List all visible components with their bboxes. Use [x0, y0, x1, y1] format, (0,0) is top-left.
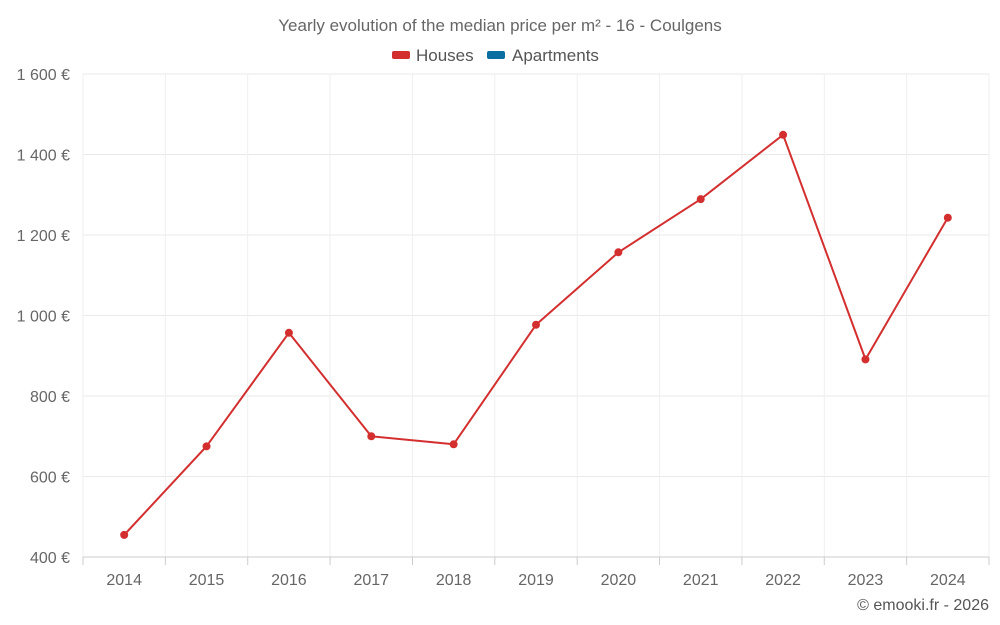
x-tick-label: 2017 — [353, 572, 389, 589]
y-axis: 400 € 600 € 800 € 1 000 € 1 200 € 1 400 € 1 60… — [17, 67, 70, 567]
x-gridlines — [82, 74, 990, 557]
x-tick-label: 2021 — [683, 572, 719, 589]
y-tick-label: 1 400 € — [17, 148, 70, 165]
legend-label-apartments: Apartments — [512, 46, 599, 65]
data-point-2015 — [202, 442, 211, 451]
x-tick-label: 2023 — [848, 572, 884, 589]
legend: Houses Apartments — [392, 46, 599, 65]
x-tick-label: 2022 — [765, 572, 801, 589]
data-point-2021 — [696, 195, 705, 204]
data-point-2019 — [532, 320, 540, 329]
y-tick-label: 600 € — [30, 470, 70, 487]
x-tick-label: 2015 — [189, 572, 225, 589]
data-point-2023 — [861, 355, 870, 364]
y-gridlines — [83, 73, 989, 558]
y-tick-label: 800 € — [30, 389, 70, 406]
x-tick-label: 2014 — [106, 572, 142, 589]
data-point-2020 — [614, 248, 623, 257]
legend-label-houses: Houses — [416, 46, 474, 65]
data-point-2018 — [449, 440, 458, 449]
y-tick-label: 1 600 € — [17, 67, 70, 84]
x-tick-label: 2020 — [601, 572, 637, 589]
y-tick-label: 400 € — [30, 550, 70, 567]
legend-item-apartments[interactable]: Apartments — [487, 46, 599, 65]
legend-swatch-apartments — [487, 51, 505, 59]
legend-item-houses[interactable]: Houses — [392, 46, 474, 65]
x-axis: 2014 2015 2016 2017 2018 2019 2020 2021 2022 2023… — [82, 556, 990, 589]
credit-text: © emooki.fr - 2026 — [857, 597, 989, 614]
data-point-2024 — [943, 213, 952, 222]
chart-title: Yearly evolution of the median price per… — [278, 16, 722, 35]
data-point-2014 — [120, 530, 129, 539]
x-tick-label: 2016 — [271, 572, 307, 589]
x-tick-label: 2018 — [436, 572, 472, 589]
y-tick-label: 1 200 € — [17, 228, 70, 245]
data-point-2016 — [284, 328, 293, 337]
x-tick-label: 2024 — [930, 572, 966, 589]
y-tick-label: 1 000 € — [17, 309, 70, 326]
legend-swatch-houses — [392, 51, 410, 59]
data-point-2017 — [367, 432, 376, 441]
x-tick-label: 2019 — [518, 572, 554, 589]
series-houses — [120, 130, 952, 539]
data-point-2022 — [779, 130, 788, 139]
